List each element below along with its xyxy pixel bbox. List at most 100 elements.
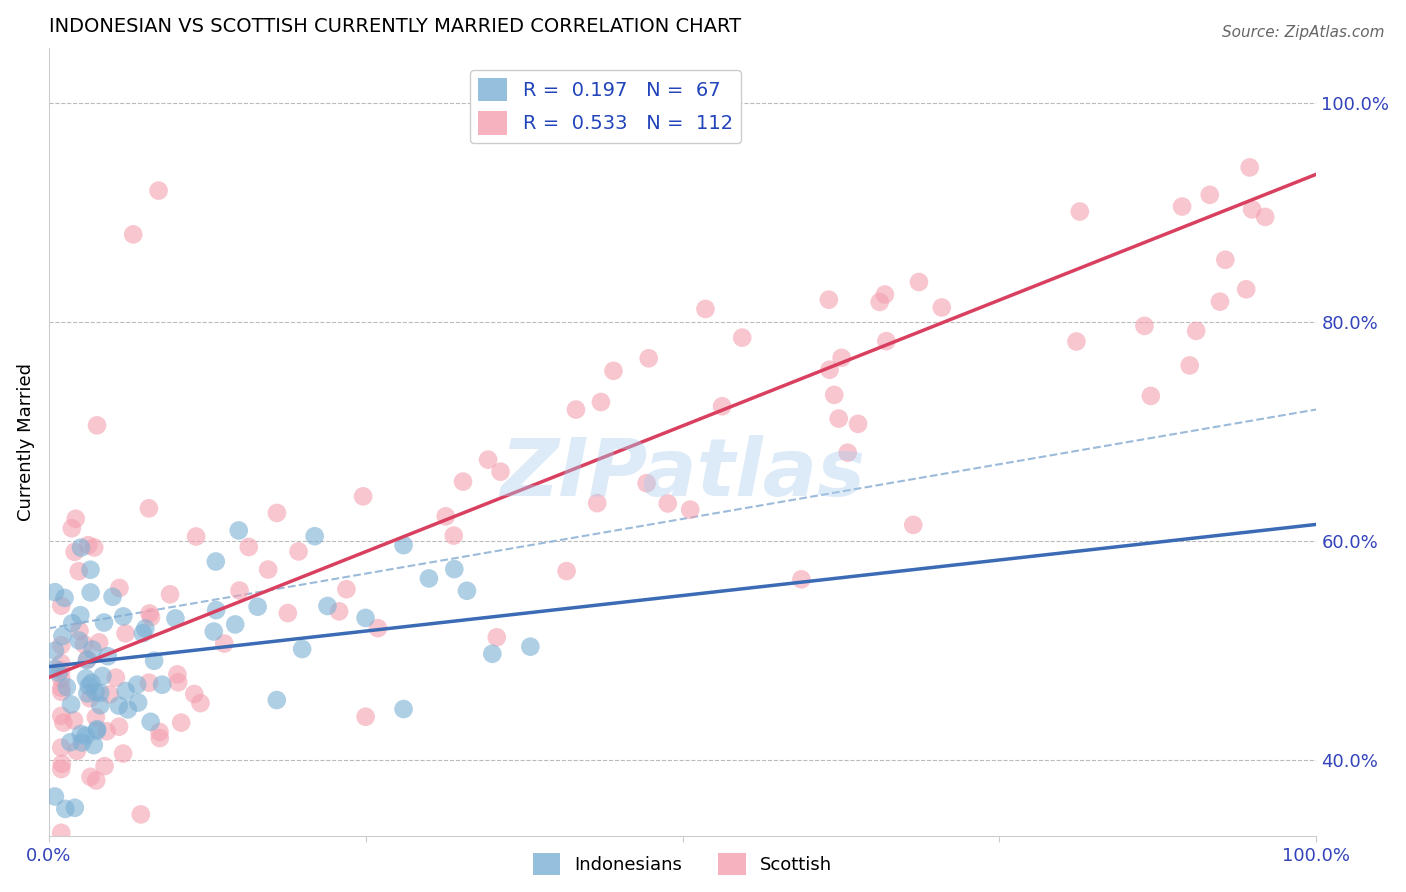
Y-axis label: Currently Married: Currently Married bbox=[17, 363, 35, 521]
Point bbox=[443, 528, 465, 542]
Point bbox=[44, 585, 66, 599]
Point bbox=[695, 301, 717, 316]
Point bbox=[636, 476, 658, 491]
Point bbox=[875, 334, 897, 348]
Point bbox=[456, 583, 478, 598]
Point bbox=[451, 475, 474, 489]
Point bbox=[731, 331, 754, 345]
Point bbox=[602, 364, 624, 378]
Point bbox=[56, 680, 79, 694]
Text: Source: ZipAtlas.com: Source: ZipAtlas.com bbox=[1222, 25, 1385, 40]
Point bbox=[86, 418, 108, 433]
Point bbox=[328, 604, 350, 618]
Point bbox=[434, 509, 457, 524]
Point bbox=[97, 649, 120, 664]
Point bbox=[51, 756, 73, 771]
Point bbox=[65, 512, 87, 526]
Point bbox=[51, 599, 73, 613]
Point bbox=[903, 517, 925, 532]
Point bbox=[79, 585, 101, 599]
Point bbox=[204, 554, 226, 568]
Point bbox=[132, 626, 155, 640]
Point bbox=[166, 667, 188, 681]
Point bbox=[586, 496, 609, 510]
Point bbox=[76, 653, 98, 667]
Point bbox=[257, 563, 280, 577]
Point bbox=[112, 609, 135, 624]
Point bbox=[823, 388, 845, 402]
Point bbox=[481, 647, 503, 661]
Point bbox=[143, 654, 166, 668]
Point bbox=[93, 759, 115, 773]
Point bbox=[1185, 324, 1208, 338]
Point bbox=[44, 789, 66, 804]
Point bbox=[138, 675, 160, 690]
Point bbox=[637, 351, 659, 366]
Point bbox=[87, 635, 110, 649]
Point bbox=[149, 731, 172, 745]
Point bbox=[352, 489, 374, 503]
Point bbox=[287, 544, 309, 558]
Point bbox=[51, 681, 73, 695]
Point bbox=[565, 402, 588, 417]
Point bbox=[873, 287, 896, 301]
Point bbox=[63, 545, 86, 559]
Point bbox=[51, 656, 73, 670]
Point bbox=[316, 599, 339, 613]
Point bbox=[1066, 334, 1088, 349]
Point bbox=[291, 642, 314, 657]
Point bbox=[89, 686, 111, 700]
Point bbox=[48, 665, 70, 680]
Point bbox=[1254, 210, 1277, 224]
Point bbox=[266, 506, 288, 520]
Point bbox=[112, 747, 135, 761]
Point bbox=[59, 735, 82, 749]
Point bbox=[51, 740, 73, 755]
Point bbox=[98, 688, 121, 702]
Point bbox=[711, 399, 734, 413]
Text: ZIPatlas: ZIPatlas bbox=[501, 434, 865, 513]
Point bbox=[184, 529, 207, 543]
Point bbox=[869, 295, 891, 310]
Point bbox=[69, 727, 91, 741]
Point bbox=[51, 629, 73, 643]
Point bbox=[108, 720, 131, 734]
Point bbox=[89, 698, 111, 713]
Point bbox=[84, 710, 107, 724]
Point bbox=[60, 616, 83, 631]
Point bbox=[51, 762, 73, 776]
Point bbox=[392, 538, 415, 552]
Point bbox=[477, 452, 499, 467]
Point bbox=[1178, 359, 1201, 373]
Point bbox=[122, 227, 145, 242]
Point bbox=[70, 735, 93, 749]
Point bbox=[1198, 187, 1220, 202]
Point bbox=[91, 669, 114, 683]
Point bbox=[202, 624, 225, 639]
Point bbox=[63, 713, 86, 727]
Point bbox=[266, 693, 288, 707]
Point bbox=[134, 622, 156, 636]
Point bbox=[831, 351, 853, 365]
Point bbox=[818, 362, 841, 376]
Point bbox=[60, 521, 83, 535]
Point bbox=[69, 608, 91, 623]
Point bbox=[354, 611, 377, 625]
Point bbox=[60, 698, 83, 712]
Point bbox=[75, 671, 97, 685]
Point bbox=[657, 496, 679, 510]
Point bbox=[148, 184, 170, 198]
Point bbox=[86, 722, 108, 736]
Point bbox=[485, 630, 508, 644]
Point bbox=[76, 652, 98, 666]
Point bbox=[931, 301, 953, 315]
Point bbox=[190, 696, 212, 710]
Point bbox=[51, 709, 73, 723]
Point bbox=[443, 562, 465, 576]
Point bbox=[82, 642, 104, 657]
Point bbox=[790, 572, 813, 586]
Point bbox=[93, 615, 115, 630]
Point bbox=[51, 685, 73, 699]
Point bbox=[1171, 200, 1194, 214]
Point bbox=[908, 275, 931, 289]
